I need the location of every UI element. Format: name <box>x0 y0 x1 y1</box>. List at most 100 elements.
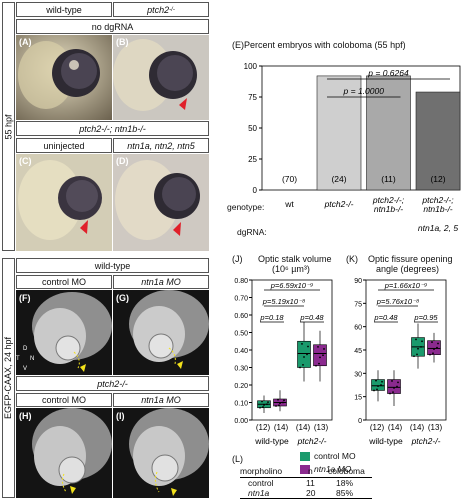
chart-E-ytick-label: 75 <box>248 93 257 102</box>
panel-label-K: (K) <box>346 254 358 264</box>
header-double-mutant: ptch2-/-; ntn1b-/- <box>16 121 209 136</box>
table-row-control-n: 11 <box>306 478 315 488</box>
panel-label-B: (B) <box>116 37 129 47</box>
photo-I <box>113 408 209 498</box>
table-row-control-label: control <box>248 478 274 488</box>
photo-G <box>113 290 209 375</box>
chart-K-title2: angle (degrees) <box>376 264 440 274</box>
chart-K-ytick-label: 75 <box>354 301 362 308</box>
chart-J-pvalue: p=0.18 <box>259 313 284 322</box>
chart-E-count-label: (70) <box>282 174 297 184</box>
axis-glyph-T: T <box>16 356 20 362</box>
chart-K: 0 15 30 45 60 75 90 p=1.66x10⁻⁹ p=5.76x10⁻⁸ p=0.4… <box>354 278 447 446</box>
chart-K-pvalue: p=0.48 <box>373 313 398 322</box>
chart-E-title: Percent embryos with coloboma (55 hpf) <box>244 40 406 50</box>
chart-K-point <box>420 345 422 348</box>
header-no-dgrna: no dgRNA <box>16 19 209 34</box>
header-ptch2-2: ptch2-/- <box>16 376 209 391</box>
photo-F <box>16 290 112 375</box>
chart-J-point <box>278 404 280 407</box>
chart-J-point <box>263 404 265 406</box>
chart-K-box <box>387 379 401 394</box>
chart-E-ytick-label: 50 <box>248 124 257 133</box>
chart-E-pvalue: p = 0.6264 <box>367 68 409 78</box>
chart-K-ytick-label: 45 <box>354 348 362 355</box>
chart-K-pvalue: p=0.95 <box>413 313 438 322</box>
chart-J-point <box>267 401 269 404</box>
chart-K-pvalue: p=1.66x10⁻⁹ <box>384 281 428 290</box>
chart-K-point <box>433 348 435 350</box>
chart-K-point <box>377 385 379 387</box>
chart-E-count-label: (11) <box>381 174 396 184</box>
chart-K-ytick-label: 60 <box>354 325 362 332</box>
chart-J-point <box>262 406 264 408</box>
chart-J-count-label: (14) <box>296 423 311 432</box>
chart-E-geno-label: ntn1b-/- <box>374 204 403 214</box>
chart-J-point <box>302 363 304 366</box>
chart-J-point <box>259 406 261 409</box>
table-bottom-rule <box>240 498 372 499</box>
table-header-morpholino: morpholino <box>240 466 283 476</box>
chart-K-point <box>429 353 431 356</box>
photo-H <box>16 408 112 498</box>
chart-K-xcat-label: ptch2-/- <box>411 436 441 446</box>
chart-K-ytick-label: 90 <box>354 278 362 285</box>
chart-E-bar <box>415 91 461 191</box>
chart-K-point <box>413 355 415 358</box>
chart-K-point <box>437 342 439 345</box>
panel-label-D: (D) <box>116 156 129 166</box>
legend-swatch-control <box>300 452 310 461</box>
chart-K-point <box>417 347 419 350</box>
chart-K-point <box>389 392 391 395</box>
chart-J-ytick-label: 0.70 <box>234 296 248 303</box>
chart-J-point <box>307 345 309 348</box>
chart-E-geno-label: wt <box>284 199 294 209</box>
chart-K-point <box>397 381 399 384</box>
chart-J-point <box>279 402 281 405</box>
chart-J-point <box>317 345 319 348</box>
legend-swatch-ntn1a <box>300 465 310 474</box>
axis-glyph-D: D <box>23 346 28 352</box>
chart-J-point <box>266 403 268 406</box>
photo-C <box>16 154 112 251</box>
chart-J-point <box>277 398 279 401</box>
chart-J-ytick-label: 0.20 <box>234 383 248 390</box>
legend-label-control: control MO <box>314 451 356 461</box>
panel-label-F: (F) <box>19 293 31 303</box>
chart-K-point <box>391 380 393 382</box>
chart-K-point <box>376 388 378 391</box>
chart-J-pvalue: p=0.48 <box>299 313 324 322</box>
axis-glyph-N: N <box>30 356 35 362</box>
row-genotype-label: genotype: <box>227 202 265 212</box>
chart-K-point <box>415 338 417 341</box>
table-rule <box>240 477 372 478</box>
chart-K-count-label: (13) <box>428 423 443 432</box>
header-uninjected: uninjected <box>16 138 112 153</box>
chart-J-count-label: (12) <box>256 423 271 432</box>
chart-K-point <box>380 384 382 386</box>
chart-E: 0 25 50 75 100 (70) (24) (11) (12) p = 0.6264 p = … <box>244 62 461 233</box>
chart-K-point <box>421 340 423 343</box>
chart-E-ytick-label: 100 <box>244 62 258 71</box>
panel-label-C: (C) <box>19 156 32 166</box>
chart-J-ytick-label: 0.00 <box>234 418 248 425</box>
chart-K-count-label: (12) <box>370 423 385 432</box>
chart-J-box <box>313 344 327 367</box>
chart-K-point <box>432 352 434 355</box>
photo-D <box>113 154 209 251</box>
chart-E-dgrna-label: ntn1a, 2, 5 <box>418 223 458 233</box>
chart-J-ytick-label: 0.10 <box>234 401 248 408</box>
chart-J-box <box>297 340 311 368</box>
row-dgrna-label: dgRNA: <box>237 227 267 237</box>
chart-J-point <box>303 356 305 358</box>
chart-J-point <box>323 348 325 350</box>
chart-J-xcat-label: wild-type <box>254 436 289 446</box>
chart-J-point <box>299 366 301 369</box>
header-ntn1a-mo-1: ntn1a MO <box>113 275 209 289</box>
table-row-ntn1a-pct: 85% <box>336 488 354 498</box>
chart-K-point <box>381 380 383 383</box>
panel-label-J: (J) <box>232 254 243 264</box>
chart-J-count-label: (14) <box>274 423 289 432</box>
chart-J-ytick-label: 0.30 <box>234 366 248 373</box>
photo-B <box>113 35 209 120</box>
